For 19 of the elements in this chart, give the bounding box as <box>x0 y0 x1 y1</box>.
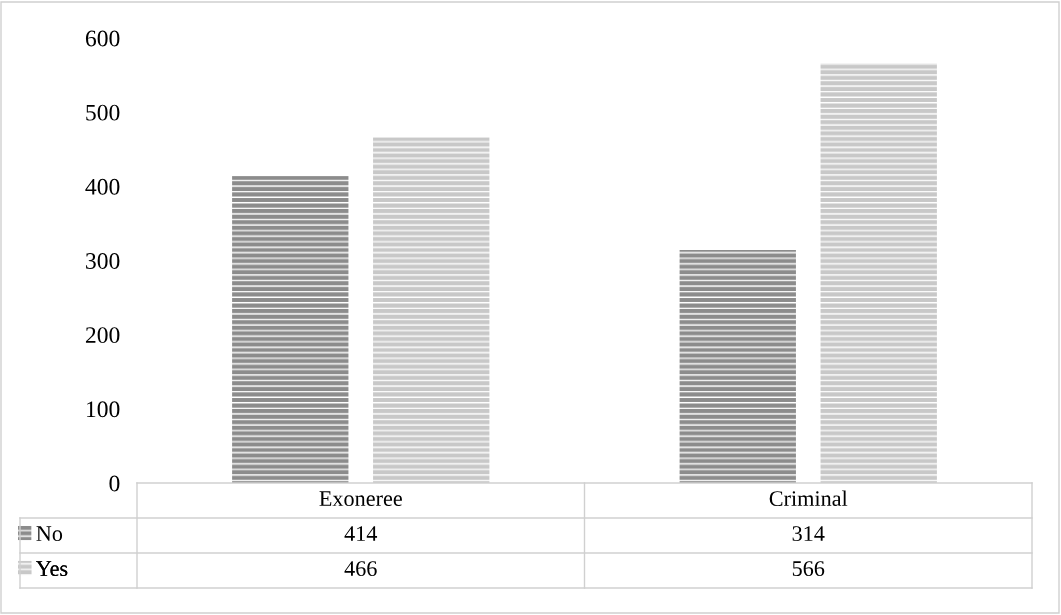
x-tick-label: Criminal <box>769 490 848 507</box>
y-tick-label: 0 <box>109 475 120 492</box>
legend-label: Yes <box>36 561 68 577</box>
bar <box>679 250 796 483</box>
legend-label: No <box>36 526 63 542</box>
data-label: 414 <box>344 526 378 541</box>
y-tick-label: 300 <box>86 252 120 269</box>
y-tick-label: 400 <box>85 178 120 195</box>
bar <box>232 175 349 483</box>
x-tick-label: Exoneree <box>319 491 402 507</box>
y-tick-label: 500 <box>86 104 120 121</box>
data-label: 566 <box>792 561 825 577</box>
data-label: 466 <box>344 561 377 577</box>
data-label: 314 <box>792 526 825 542</box>
y-tick-label: 200 <box>85 327 120 344</box>
y-tick-label: 100 <box>86 401 120 418</box>
y-tick-label: 600 <box>85 30 120 47</box>
bar <box>820 63 937 483</box>
bar <box>373 137 490 483</box>
